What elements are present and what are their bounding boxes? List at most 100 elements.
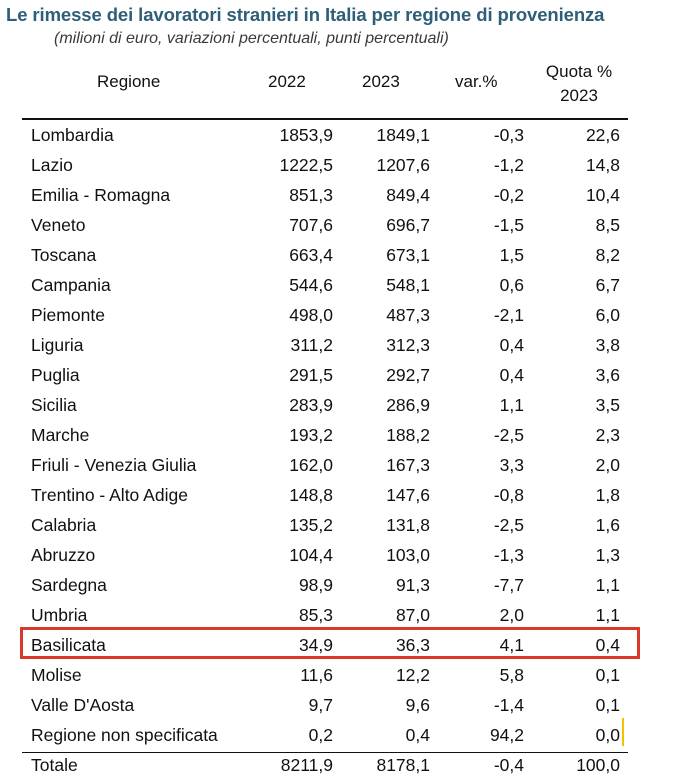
cell-2022: 283,9 (289, 395, 333, 415)
cell-2022: 8211,9 (280, 755, 333, 775)
cell-2022: 104,4 (289, 545, 333, 565)
cell-2023: 9,6 (405, 695, 430, 715)
cell-region: Marche (31, 425, 90, 445)
cell-region: Campania (31, 275, 111, 295)
header-var: var.% (455, 72, 498, 91)
cell-region: Basilicata (31, 635, 106, 655)
cell-2023: 167,3 (386, 455, 430, 475)
cell-2022: 34,9 (298, 635, 333, 655)
cell-2023: 131,8 (386, 515, 430, 535)
cell-var: 0,6 (499, 275, 524, 295)
cell-region: Calabria (31, 515, 97, 535)
cell-quota: 1,6 (595, 515, 620, 535)
cell-2022: 1222,5 (279, 155, 333, 175)
cell-var: -0,8 (493, 485, 524, 505)
cell-2023: 87,0 (395, 605, 430, 625)
header-quota-line2: 2023 (560, 86, 598, 105)
cell-region: Liguria (31, 335, 84, 355)
cell-2022: 148,8 (289, 485, 333, 505)
cell-var: -2,1 (493, 305, 524, 325)
header-quota-line1: Quota % (545, 62, 613, 81)
cell-region: Umbria (31, 605, 88, 625)
cell-2022: 9,7 (308, 695, 333, 715)
cell-region: Friuli - Venezia Giulia (31, 455, 197, 475)
cell-quota: 0,1 (595, 695, 620, 715)
cell-quota: 3,6 (595, 365, 620, 385)
cell-2023: 292,7 (386, 365, 430, 385)
header-quota: Quota % 2023 (540, 60, 618, 108)
cell-2022: 663,4 (289, 245, 333, 265)
cell-var: -1,5 (493, 215, 524, 235)
cell-2022: 0,2 (308, 725, 333, 745)
table-row: Umbria 85,3 87,0 2,0 1,1 (0, 600, 682, 630)
cell-var: -7,7 (493, 575, 524, 595)
yellow-marker (622, 718, 624, 746)
cell-2023: 696,7 (386, 215, 430, 235)
table-row: Sicilia 283,9 286,9 1,1 3,5 (0, 390, 682, 420)
cell-quota: 22,6 (585, 125, 620, 145)
table-row: Calabria 135,2 131,8 -2,5 1,6 (0, 510, 682, 540)
cell-2022: 1853,9 (279, 125, 333, 145)
cell-2022: 291,5 (289, 365, 333, 385)
cell-quota: 0,1 (595, 665, 620, 685)
table-row: Lombardia 1853,9 1849,1 -0,3 22,6 (0, 120, 682, 150)
cell-2022: 851,3 (289, 185, 333, 205)
cell-var: 3,3 (499, 455, 524, 475)
cell-quota: 1,1 (595, 605, 620, 625)
cell-2023: 286,9 (386, 395, 430, 415)
cell-quota: 0,4 (595, 635, 620, 655)
cell-2023: 487,3 (386, 305, 430, 325)
header-divider (22, 118, 628, 120)
cell-2022: 544,6 (289, 275, 333, 295)
cell-var: 1,1 (499, 395, 524, 415)
cell-2023: 103,0 (386, 545, 430, 565)
cell-quota: 1,8 (595, 485, 620, 505)
cell-2023: 548,1 (386, 275, 430, 295)
table-row: Toscana 663,4 673,1 1,5 8,2 (0, 240, 682, 270)
cell-region: Abruzzo (31, 545, 96, 565)
header-region: Regione (97, 72, 161, 91)
cell-quota: 6,0 (595, 305, 620, 325)
cell-quota: 1,1 (595, 575, 620, 595)
table-row: Trentino - Alto Adige 148,8 147,6 -0,8 1,8 (0, 480, 682, 510)
header-2023: 2023 (362, 72, 400, 91)
cell-region: Lombardia (31, 125, 114, 145)
cell-var: 2,0 (499, 605, 524, 625)
cell-quota: 2,0 (595, 455, 620, 475)
total-divider (22, 752, 628, 753)
cell-2023: 91,3 (395, 575, 430, 595)
cell-region: Emilia - Romagna (31, 185, 171, 205)
cell-var: 1,5 (499, 245, 524, 265)
cell-var: 4,1 (499, 635, 524, 655)
cell-quota: 100,0 (576, 755, 620, 775)
cell-var: 0,4 (499, 365, 524, 385)
cell-var: 94,2 (489, 725, 524, 745)
table-row: Regione non specificata 0,2 0,4 94,2 0,0 (0, 720, 682, 750)
page-title: Le rimesse dei lavoratori stranieri in I… (6, 4, 605, 25)
cell-quota: 14,8 (585, 155, 620, 175)
cell-var: -2,5 (493, 425, 524, 445)
table-row: Marche 193,2 188,2 -2,5 2,3 (0, 420, 682, 450)
table-row: Abruzzo 104,4 103,0 -1,3 1,3 (0, 540, 682, 570)
cell-region: Trentino - Alto Adige (31, 485, 188, 505)
table-row: Piemonte 498,0 487,3 -2,1 6,0 (0, 300, 682, 330)
cell-var: -0,2 (493, 185, 524, 205)
cell-2023: 849,4 (386, 185, 430, 205)
cell-var: -2,5 (493, 515, 524, 535)
cell-2022: 193,2 (289, 425, 333, 445)
cell-region: Valle D'Aosta (31, 695, 135, 715)
cell-quota: 3,5 (595, 395, 620, 415)
cell-region: Regione non specificata (31, 725, 218, 745)
cell-var: -1,4 (493, 695, 524, 715)
table-row: Emilia - Romagna 851,3 849,4 -0,2 10,4 (0, 180, 682, 210)
cell-region: Sardegna (31, 575, 107, 595)
cell-region: Piemonte (31, 305, 105, 325)
cell-2023: 147,6 (386, 485, 430, 505)
table-row: Veneto 707,6 696,7 -1,5 8,5 (0, 210, 682, 240)
cell-quota: 2,3 (595, 425, 620, 445)
table-row: Puglia 291,5 292,7 0,4 3,6 (0, 360, 682, 390)
cell-var: 0,4 (499, 335, 524, 355)
cell-region: Totale (31, 755, 78, 775)
cell-2023: 1849,1 (376, 125, 430, 145)
cell-region: Toscana (31, 245, 97, 265)
